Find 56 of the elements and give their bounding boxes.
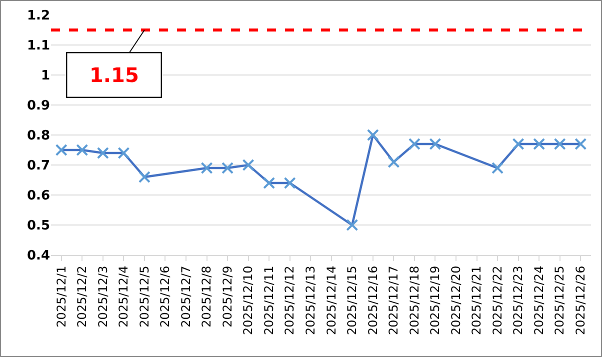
point xyxy=(200,162,213,174)
x-tick-label: 2025/12/9 xyxy=(220,266,234,328)
x-tick-label: 2025/12/6 xyxy=(158,266,172,328)
point xyxy=(96,147,109,159)
y-tick-label: 0.4 xyxy=(26,248,50,264)
y-tick-label: 0.5 xyxy=(26,218,50,234)
point xyxy=(263,177,276,189)
x-tick-label: 2025/12/19 xyxy=(428,266,442,335)
x-tick-label: 2025/12/8 xyxy=(200,266,214,328)
x-tick-label: 2025/12/2 xyxy=(75,266,90,328)
x-tick-label: 2025/12/1 xyxy=(54,266,68,328)
x-tick-label: 2025/12/7 xyxy=(178,266,193,328)
point xyxy=(55,144,68,156)
y-tick-label: 0.6 xyxy=(26,188,50,204)
point xyxy=(388,156,400,168)
x-tick-label: 2025/12/5 xyxy=(137,266,152,328)
y-tick-label: 1.2 xyxy=(26,8,50,24)
x-tick-label: 2025/12/3 xyxy=(96,266,110,328)
x-tick-label: 2025/12/17 xyxy=(386,266,401,335)
y-tick-label: 1.1 xyxy=(26,38,50,54)
point xyxy=(554,138,566,150)
x-tick-label: 2025/12/10 xyxy=(241,266,256,335)
point xyxy=(76,144,88,156)
x-tick-label: 2025/12/22 xyxy=(490,266,504,335)
point xyxy=(138,171,150,183)
x-tick-label: 2025/12/13 xyxy=(304,266,318,335)
y-tick-label: 0.7 xyxy=(26,158,50,174)
x-tick-label: 2025/12/12 xyxy=(282,266,297,335)
annotation: 1.15 xyxy=(90,63,139,88)
point xyxy=(366,129,379,141)
y-tick-label: 1 xyxy=(40,68,50,84)
point xyxy=(222,162,234,174)
x-tick-label: 2025/12/16 xyxy=(366,266,380,335)
x-tick-label: 2025/12/23 xyxy=(511,266,526,335)
y-tick-label: 0.8 xyxy=(26,128,50,144)
point xyxy=(408,138,420,150)
x-tick-label: 2025/12/4 xyxy=(116,266,131,328)
point xyxy=(118,147,130,159)
point xyxy=(512,138,524,150)
point xyxy=(346,219,358,231)
x-tick-label: 2025/12/11 xyxy=(262,266,276,335)
point xyxy=(533,138,546,150)
x-tick-label: 2025/12/21 xyxy=(470,266,484,335)
point xyxy=(429,138,442,150)
x-tick-label: 2025/12/14 xyxy=(324,266,338,335)
x-tick-label: 2025/12/20 xyxy=(448,266,463,335)
y-tick-label: 0.9 xyxy=(26,98,50,114)
x-tick-label: 2025/12/24 xyxy=(532,266,546,335)
point xyxy=(284,177,296,189)
point xyxy=(242,159,254,171)
x-tick-label: 2025/12/18 xyxy=(407,266,422,335)
x-tick-label: 2025/12/15 xyxy=(345,266,360,335)
x-tick-label: 2025/12/26 xyxy=(574,266,588,335)
point xyxy=(574,138,587,150)
point xyxy=(492,162,504,174)
x-tick-label: 2025/12/25 xyxy=(552,266,567,335)
